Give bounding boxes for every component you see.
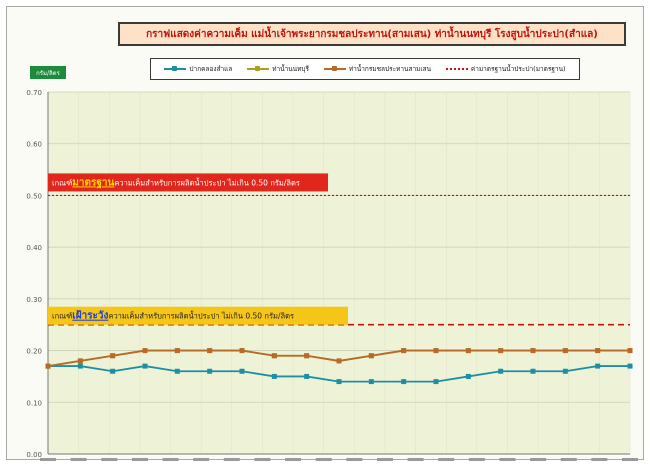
series-0-point-6 <box>239 368 245 374</box>
y-tick-label-1: 0.10 <box>26 399 42 407</box>
series-0-point-8 <box>304 373 310 379</box>
legend-label-nonthaburi: ท่าน้ำนนทบุรี <box>272 65 310 73</box>
chart-title: กราฟแสดงค่าความเค็ม แม่น้ำเจ้าพระยากรมชล… <box>118 22 626 46</box>
series-2-point-0 <box>45 363 51 369</box>
annotation-text-1: เกณฑ์เฝ้าระวังความเค็มสำหรับการผลิตน้ำปร… <box>52 310 294 322</box>
plot-area <box>48 92 630 454</box>
x-tick-label-17 <box>560 458 577 461</box>
series-0-point-9 <box>336 379 342 385</box>
series-2-point-7 <box>271 353 277 359</box>
x-tick-label-0 <box>40 458 56 461</box>
x-tick-label-18 <box>591 458 608 461</box>
series-2-point-3 <box>142 348 148 354</box>
legend-item-nonthaburi: ท่าน้ำนนทบุรี <box>247 64 309 74</box>
y-tick-label-0: 0.00 <box>26 451 42 459</box>
series-0-point-4 <box>174 368 180 374</box>
series-0-point-12 <box>433 379 439 385</box>
legend-label-standard: ค่ามาตรฐานน้ำประปา(มาตรฐาน) <box>470 65 566 73</box>
x-tick-label-5 <box>193 458 210 461</box>
series-2-point-2 <box>110 353 116 359</box>
x-tick-label-12 <box>407 458 424 461</box>
y-tick-label-7: 0.70 <box>26 89 42 97</box>
series-2-point-9 <box>336 358 342 364</box>
x-tick-label-19 <box>622 458 638 461</box>
annotation-box-1 <box>48 306 348 325</box>
series-0-point-10 <box>368 379 374 385</box>
legend-swatch-standard <box>445 68 468 70</box>
y-tick-label-5: 0.50 <box>26 192 42 200</box>
y-tick-label-4: 0.40 <box>26 244 42 252</box>
series-0-point-13 <box>465 373 471 379</box>
series-0-point-3 <box>142 363 148 369</box>
legend-swatch-samlae <box>164 66 187 71</box>
x-tick-label-7 <box>254 458 271 461</box>
series-0-point-18 <box>627 363 633 369</box>
x-tick-label-2 <box>101 458 118 461</box>
legend-swatch-nonthaburi <box>247 66 270 71</box>
legend-item-samlae: ปากคลองสำแล <box>164 64 232 74</box>
y-tick-label-6: 0.60 <box>26 141 42 149</box>
series-2-point-12 <box>433 348 439 354</box>
series-2-point-11 <box>401 348 407 354</box>
x-tick-label-13 <box>438 458 455 461</box>
series-2-point-14 <box>498 348 504 354</box>
series-2-point-5 <box>207 348 213 354</box>
series-0-point-16 <box>562 368 568 374</box>
series-2-point-10 <box>368 353 374 359</box>
series-2-point-13 <box>465 348 471 354</box>
legend-label-samlae: ปากคลองสำแล <box>189 65 233 73</box>
series-0-point-11 <box>401 379 407 385</box>
series-0-point-14 <box>498 368 504 374</box>
x-tick-label-6 <box>223 458 240 461</box>
series-0-point-2 <box>110 368 116 374</box>
series-0-point-1 <box>77 363 83 369</box>
legend-label-samsen: ท่าน้ำกรมชลประทานสามเสน <box>348 65 432 73</box>
y-tick-label-2: 0.20 <box>26 348 42 356</box>
series-2-point-15 <box>530 348 536 354</box>
series-0-point-7 <box>271 373 277 379</box>
series-0-point-15 <box>530 368 536 374</box>
x-tick-label-9 <box>315 458 332 461</box>
series-2-point-18 <box>627 348 633 354</box>
x-tick-label-8 <box>285 458 302 461</box>
x-tick-label-1 <box>70 458 87 461</box>
series-0-point-5 <box>207 368 213 374</box>
series-2-point-6 <box>239 348 245 354</box>
x-tick-label-11 <box>376 458 393 461</box>
legend-item-standard: ค่ามาตรฐานน้ำประปา(มาตรฐาน) <box>445 64 566 74</box>
legend-item-samsen: ท่าน้ำกรมชลประทานสามเสน <box>323 64 432 74</box>
series-2-point-8 <box>304 353 310 359</box>
series-2-point-4 <box>174 348 180 354</box>
x-tick-label-14 <box>468 458 485 461</box>
series-2-point-17 <box>595 348 601 354</box>
annotation-box-0 <box>48 173 328 192</box>
y-tick-label-3: 0.30 <box>26 296 42 304</box>
annotation-text-0: เกณฑ์มาตรฐานความเค็มสำหรับการผลิตน้ำประป… <box>52 177 300 188</box>
x-tick-label-10 <box>346 458 363 461</box>
x-tick-label-15 <box>499 458 516 461</box>
x-tick-label-16 <box>530 458 547 461</box>
legend-swatch-samsen <box>323 66 346 71</box>
x-tick-label-3 <box>131 458 148 461</box>
legend: ปากคลองสำแล ท่าน้ำนนทบุรี ท่าน้ำกรมชลประ… <box>150 58 580 80</box>
series-2-point-1 <box>77 358 83 364</box>
series-0-point-17 <box>595 363 601 369</box>
series-2-point-16 <box>562 348 568 354</box>
x-tick-label-4 <box>162 458 179 461</box>
unit-label: กรัม/ลิตร <box>30 66 66 79</box>
